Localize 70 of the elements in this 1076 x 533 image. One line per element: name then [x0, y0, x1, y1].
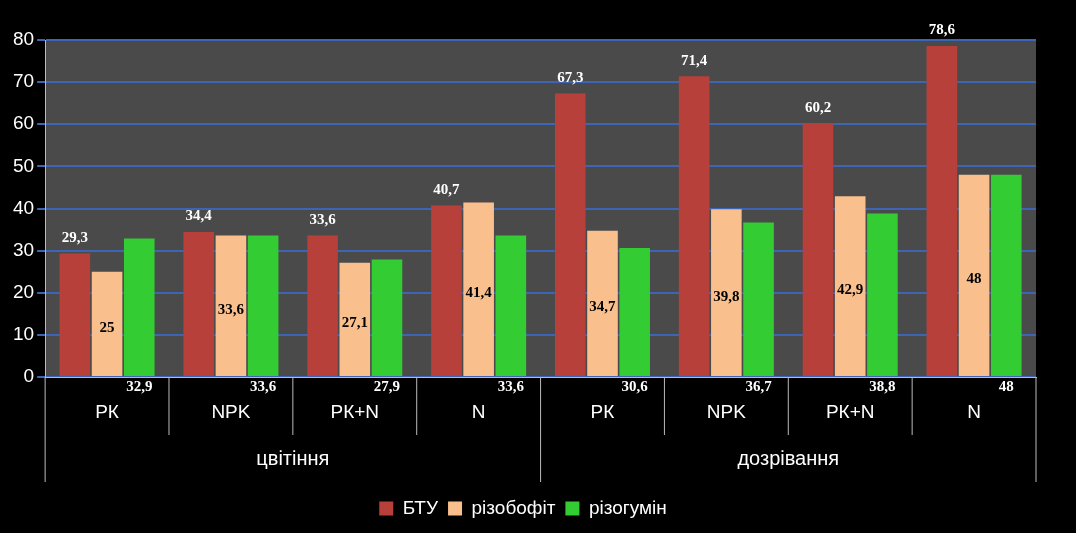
data-label: 42,9: [837, 281, 864, 298]
data-label: 34,7: [589, 298, 617, 315]
bar: [711, 209, 742, 376]
x-tick-label: N: [967, 400, 981, 422]
bar: [834, 196, 866, 376]
bar: [990, 174, 1022, 376]
bar: [91, 271, 123, 376]
bar: [802, 123, 834, 376]
bar: [371, 259, 403, 376]
y-tick-label: 40: [12, 196, 35, 218]
y-tick-label: 60: [12, 112, 35, 134]
y-tick-label: 20: [12, 280, 35, 302]
y-tick-label: 70: [12, 70, 35, 92]
y-tick-label: 30: [12, 238, 35, 260]
data-label: 30,6: [621, 378, 649, 395]
bar: [867, 213, 898, 376]
bar: [555, 93, 586, 376]
x-tick-label: РК+N: [330, 400, 380, 422]
data-label: 48: [966, 270, 982, 287]
data-label: 34,4: [185, 207, 213, 224]
data-label: 33,6: [250, 378, 277, 395]
bar: [619, 248, 650, 376]
bar: [958, 174, 990, 376]
bar: [123, 238, 155, 376]
data-label: 78,6: [928, 21, 956, 38]
data-label: 41,4: [465, 284, 493, 301]
data-label: 32,9: [126, 378, 153, 395]
bar: [307, 235, 338, 376]
bar: [926, 45, 958, 376]
bar: [678, 76, 710, 376]
data-label: 40,7: [433, 180, 461, 197]
bar: [463, 202, 494, 376]
x-tick-label: N: [471, 400, 486, 422]
data-label: 67,3: [557, 68, 584, 85]
x-tick-label: РК+N: [825, 400, 875, 422]
data-label: 38,8: [869, 378, 896, 395]
text: цвітіння: [256, 446, 330, 469]
x-tick-label: NPK: [706, 400, 747, 422]
y-tick-label: 50: [12, 154, 35, 176]
text: дозрівання: [737, 446, 840, 469]
legend-label: БТУ: [402, 496, 439, 518]
data-label: 33,6: [497, 378, 525, 395]
legend-label: різогумін: [588, 496, 667, 518]
bar: [183, 232, 215, 376]
data-label: 36,7: [745, 378, 773, 395]
x-tick-label: РК: [590, 400, 615, 422]
data-label: 33,6: [309, 210, 337, 227]
bar: [587, 230, 618, 376]
y-tick-label: 10: [12, 323, 35, 345]
data-label: 33,6: [217, 300, 245, 317]
data-label: 71,4: [681, 51, 708, 68]
legend-label: різобофіт: [471, 496, 556, 518]
data-label: 25: [99, 318, 115, 335]
x-tick-label: РК: [95, 400, 119, 422]
bar: [247, 235, 279, 376]
bar: [339, 262, 371, 376]
data-label: 29,3: [61, 228, 88, 245]
data-label: 27,1: [341, 314, 368, 331]
bar: [59, 253, 91, 376]
bar: [495, 235, 527, 376]
data-label: 60,2: [804, 98, 832, 115]
y-tick-label: 0: [23, 365, 35, 387]
bar: [431, 205, 462, 376]
data-label: 39,8: [713, 287, 740, 304]
bar: [743, 222, 774, 376]
data-label: 27,9: [373, 378, 401, 395]
bar: [215, 235, 247, 376]
y-tick-label: 80: [12, 28, 35, 50]
data-label: 48: [998, 378, 1014, 395]
x-tick-label: NPK: [211, 400, 251, 422]
